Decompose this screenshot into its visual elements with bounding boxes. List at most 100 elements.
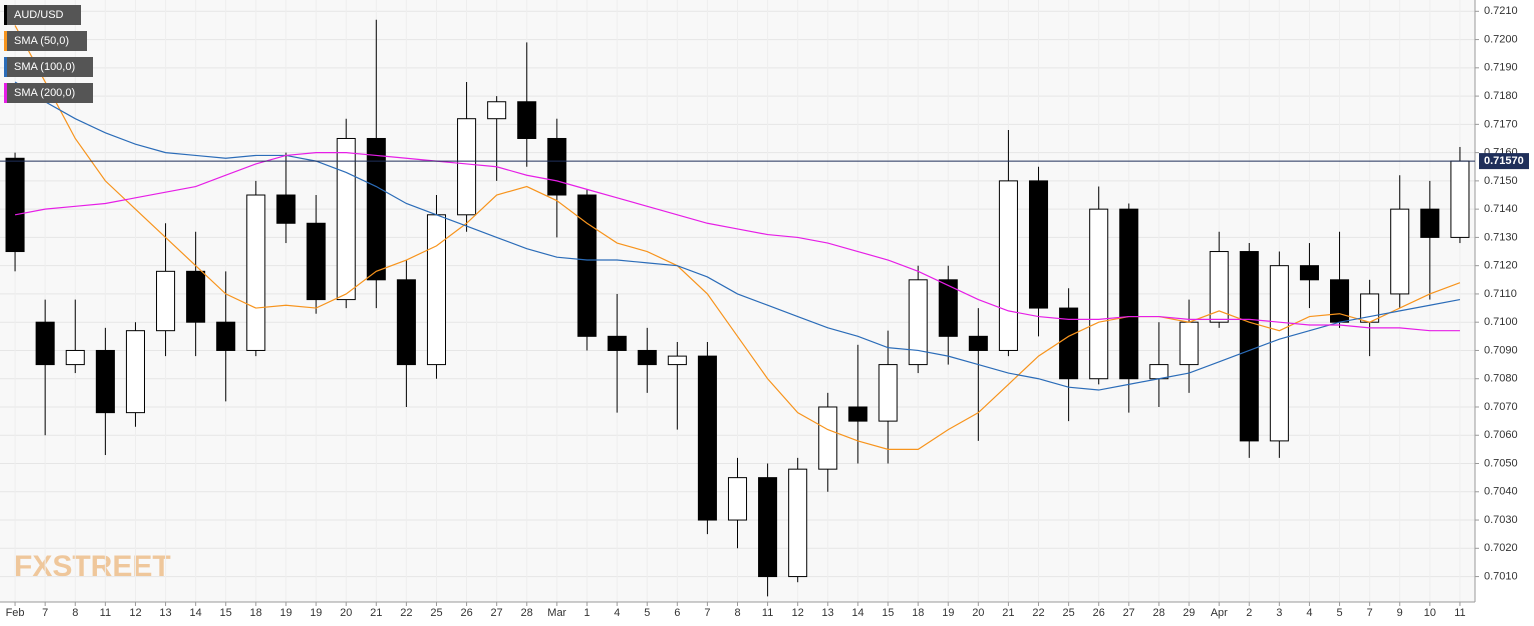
candle-body [968, 335, 988, 351]
x-tick-label: 13 [822, 607, 834, 619]
candle-body [35, 321, 55, 366]
candle-body [848, 406, 868, 422]
candle-body [1059, 307, 1079, 380]
sma-line [14, 81, 1461, 391]
x-tick-label: 1 [584, 607, 590, 619]
x-tick-label: 12 [792, 607, 804, 619]
x-tick-label: 21 [370, 607, 382, 619]
x-tick-label: 19 [310, 607, 322, 619]
legend-label: AUD/USD [14, 9, 64, 21]
y-tick-label: 0.7140 [1484, 203, 1518, 215]
y-tick-label: 0.7070 [1484, 401, 1518, 413]
candle-body [457, 118, 477, 216]
y-tick-label: 0.7150 [1484, 175, 1518, 187]
y-tick-label: 0.7010 [1484, 570, 1518, 582]
candle-body [1269, 265, 1289, 442]
candle-body [1299, 265, 1319, 281]
candle-body [156, 270, 176, 332]
y-tick-label: 0.7080 [1484, 373, 1518, 385]
legend-box [4, 83, 93, 103]
x-tick-label: 15 [220, 607, 232, 619]
candle-body [517, 101, 537, 139]
y-tick-label: 0.7210 [1484, 5, 1518, 17]
sma-line [14, 152, 1460, 332]
y-tick-label: 0.7060 [1484, 429, 1518, 441]
x-tick-label: 3 [1276, 607, 1282, 619]
legend-swatch [4, 31, 7, 51]
candle-body [938, 279, 958, 337]
legend-label: SMA (50,0) [14, 35, 69, 47]
candle-body [878, 364, 898, 422]
x-tick-label: 6 [674, 607, 680, 619]
x-tick-label: 7 [1367, 607, 1373, 619]
x-tick-label: Feb [6, 607, 25, 619]
x-tick-label: 13 [159, 607, 171, 619]
x-tick-label: 12 [129, 607, 141, 619]
candle-body [1028, 180, 1049, 309]
candle-body [306, 222, 326, 301]
x-tick-label: 28 [521, 607, 533, 619]
legend-swatch [4, 83, 7, 103]
y-tick-label: 0.7180 [1484, 90, 1518, 102]
x-tick-label: 22 [400, 607, 412, 619]
legend-label: SMA (100,0) [14, 61, 75, 73]
candle-body [336, 137, 356, 301]
x-tick-label: 26 [1093, 607, 1105, 619]
x-tick-label: 19 [942, 607, 954, 619]
last-price-tag [1479, 153, 1529, 170]
x-tick-label: 11 [1454, 607, 1465, 619]
candle-body [1179, 321, 1199, 366]
x-tick-label: 22 [1032, 607, 1044, 619]
x-tick-label: 19 [280, 607, 292, 619]
x-tick-label: 8 [734, 607, 740, 619]
x-tick-label: 27 [491, 607, 503, 619]
candle-body [998, 180, 1018, 351]
candle-body [1450, 160, 1470, 238]
y-tick-label: 0.7170 [1484, 118, 1518, 130]
y-tick-label: 0.7100 [1484, 316, 1518, 328]
candle-body [607, 335, 627, 351]
candle-body [366, 137, 386, 281]
x-tick-label: 9 [1397, 607, 1403, 619]
x-tick-label: 18 [250, 607, 262, 619]
candle-body [65, 349, 85, 366]
candle-body [95, 349, 115, 414]
y-tick-label: 0.7110 [1484, 288, 1517, 300]
x-tick-label: 20 [340, 607, 352, 619]
candle-body [908, 279, 928, 366]
x-tick-label: 11 [100, 607, 111, 619]
x-tick-label: 7 [42, 607, 48, 619]
y-tick-label: 0.7020 [1484, 542, 1518, 554]
y-tick-label: 0.7190 [1484, 62, 1518, 74]
y-tick-label: 0.7120 [1484, 260, 1518, 272]
x-tick-label: 28 [1153, 607, 1165, 619]
candle-body [1420, 208, 1440, 238]
legend-box [4, 57, 93, 77]
candle-body [697, 355, 717, 521]
candle-body [1089, 208, 1109, 380]
candle-body [637, 349, 657, 366]
x-tick-label: 25 [1062, 607, 1074, 619]
legend-swatch [4, 57, 7, 77]
y-tick-label: 0.7090 [1484, 344, 1518, 356]
y-tick-label: 0.7200 [1484, 33, 1518, 45]
x-tick-label: 26 [460, 607, 472, 619]
candle-body [667, 355, 687, 366]
x-tick-label: 21 [1002, 607, 1014, 619]
candle-body [216, 321, 236, 351]
candle-body [547, 137, 567, 196]
x-tick-label: 4 [614, 607, 620, 619]
watermark: FXSTREET [14, 550, 171, 583]
last-price-label: 0.71570 [1484, 155, 1524, 167]
x-tick-label: 20 [972, 607, 984, 619]
candle-body [487, 101, 507, 120]
x-tick-label: 2 [1246, 607, 1252, 619]
candle-body [1119, 208, 1139, 380]
x-tick-label: 4 [1306, 607, 1312, 619]
candle-body [5, 157, 25, 253]
x-tick-label: 5 [1336, 607, 1342, 619]
sma-line [14, 25, 1461, 450]
x-tick-label: 8 [72, 607, 78, 619]
x-tick-label: 7 [704, 607, 710, 619]
